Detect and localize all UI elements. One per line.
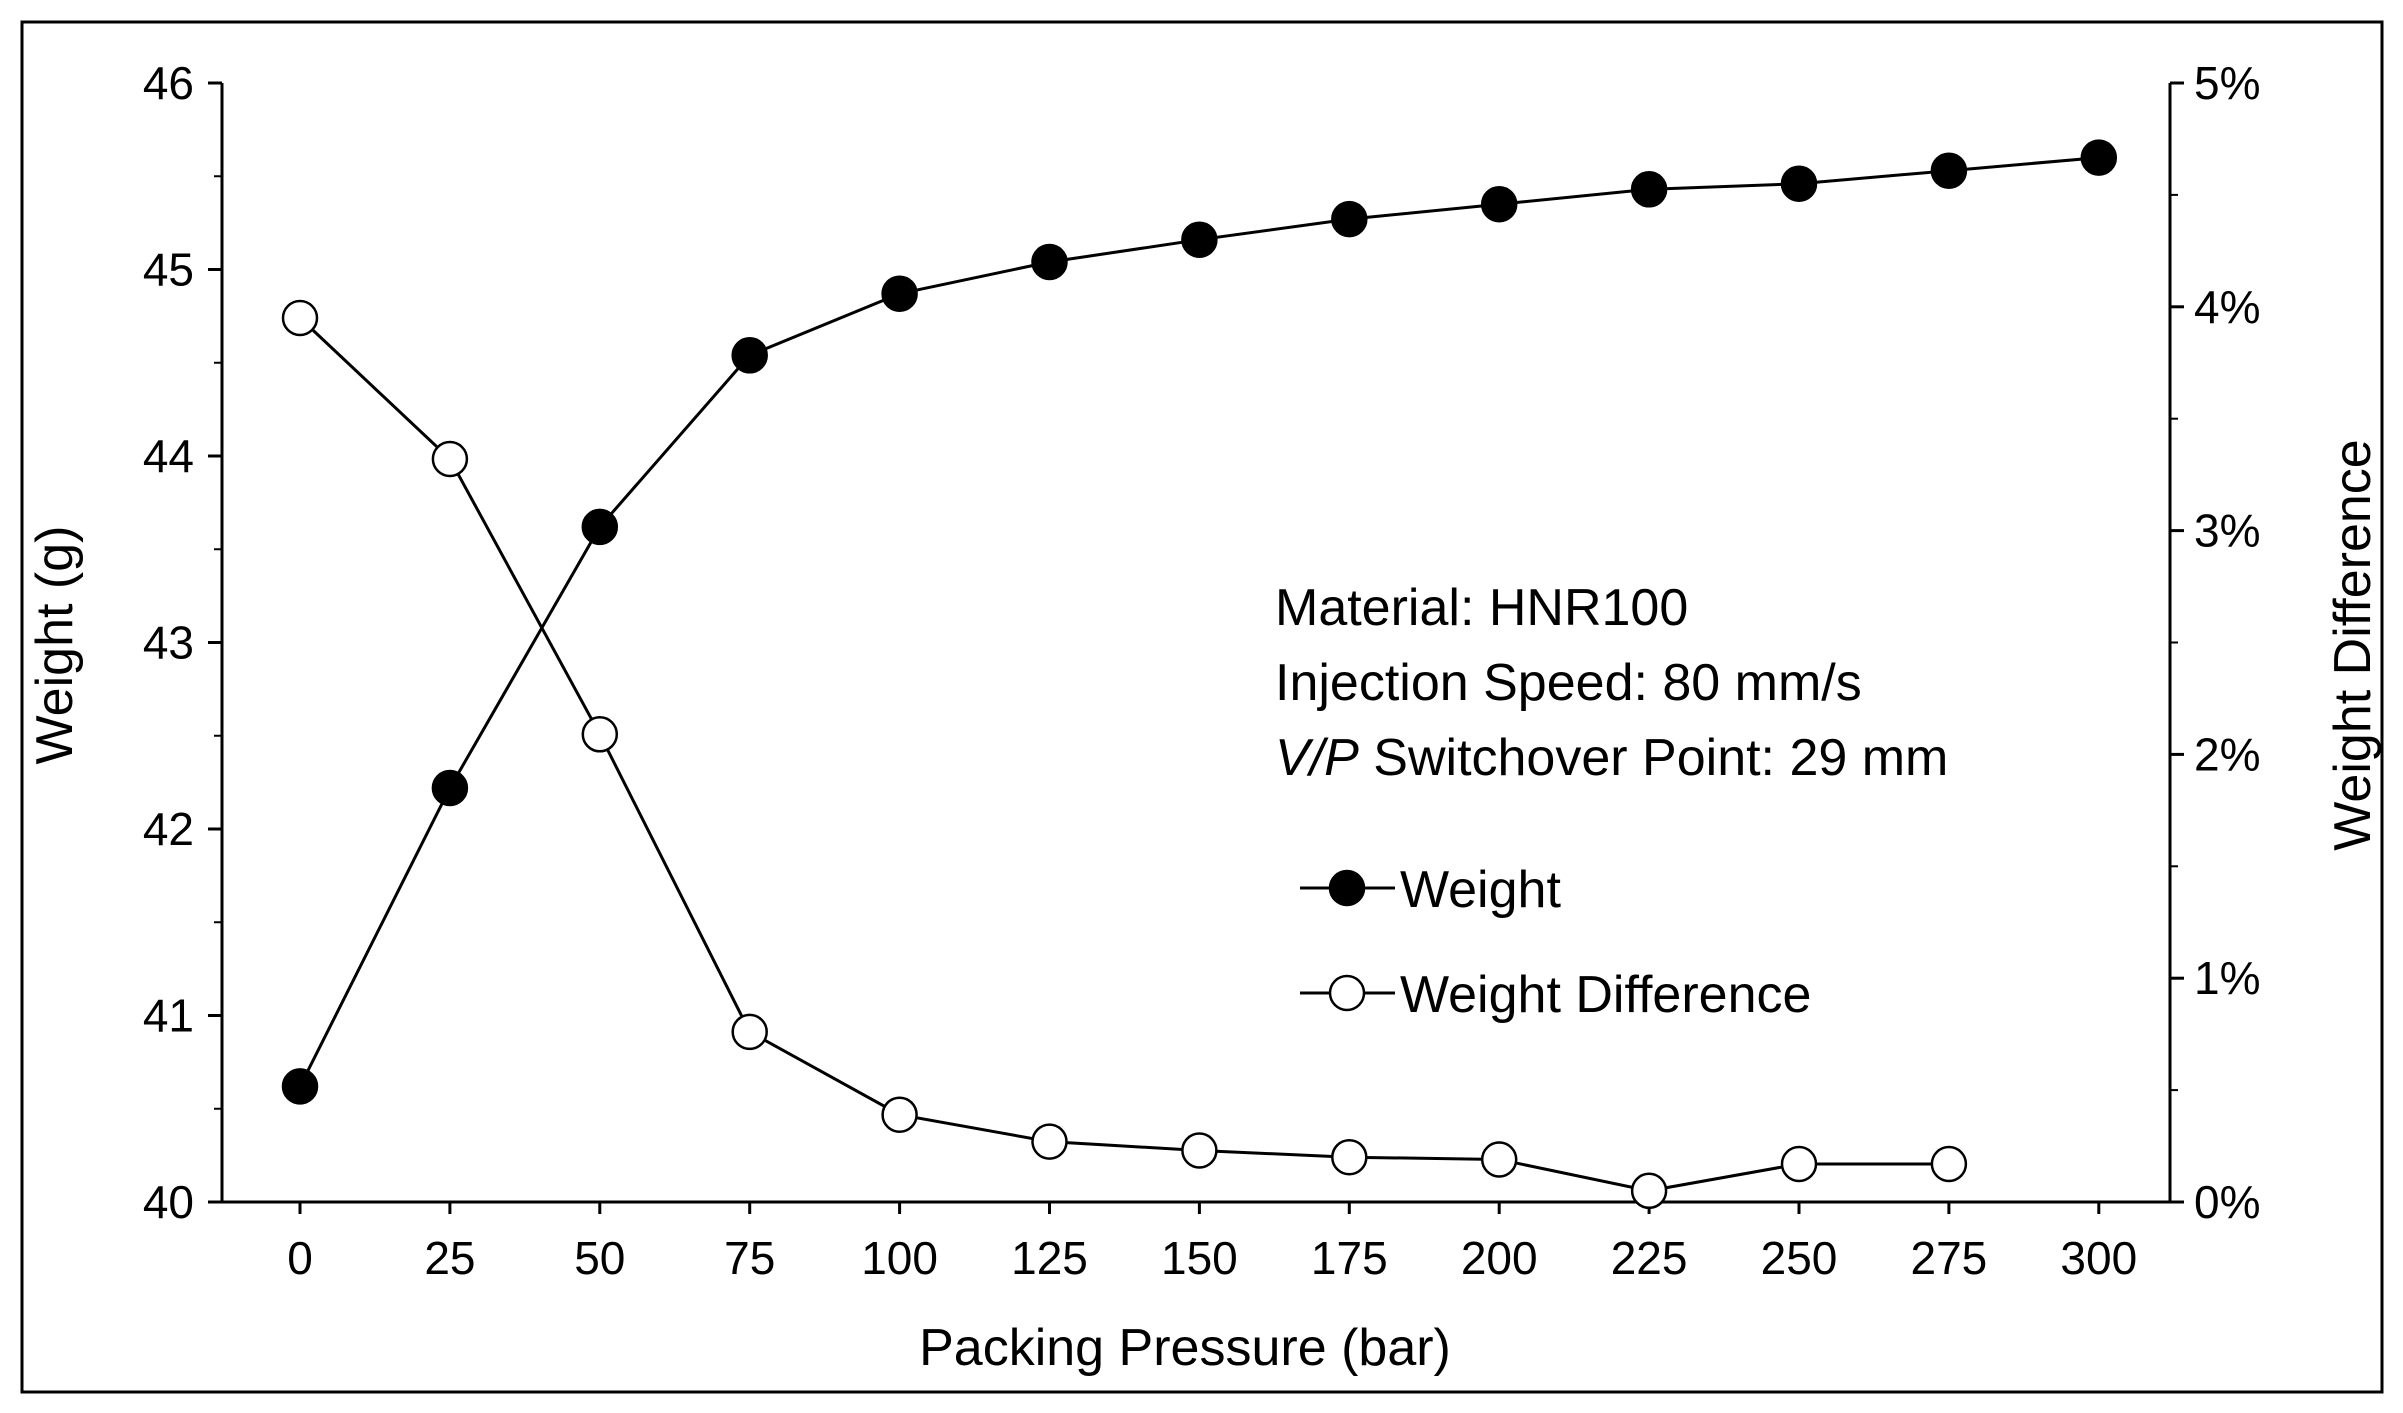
x-tick-label: 275 bbox=[1911, 1232, 1988, 1284]
legend-weight-label: Weight bbox=[1400, 861, 1561, 919]
x-axis-title: Packing Pressure (bar) bbox=[919, 1319, 1451, 1377]
point-weight bbox=[1930, 152, 1968, 189]
point-weight bbox=[1031, 243, 1068, 281]
point-weight bbox=[1630, 171, 1668, 208]
point-weight-difference bbox=[1331, 1138, 1368, 1176]
series-layer bbox=[281, 139, 2118, 1210]
y2-tick-label: 4% bbox=[2194, 281, 2260, 333]
point-weight bbox=[1780, 165, 1818, 202]
point-weight-difference bbox=[1181, 1132, 1218, 1169]
y2-tick-label: 1% bbox=[2194, 952, 2260, 1004]
point-weight-difference bbox=[1480, 1141, 1518, 1178]
x-tick-label: 25 bbox=[424, 1232, 475, 1284]
y2-tick-label: 0% bbox=[2194, 1176, 2260, 1228]
x-tick-label: 225 bbox=[1611, 1232, 1688, 1284]
y2-axis-title: Weight Difference bbox=[2324, 439, 2382, 850]
annotation-switchover-italic: V/P bbox=[1275, 729, 1359, 787]
y2-tick-label: 5% bbox=[2194, 57, 2260, 109]
point-weight bbox=[2080, 139, 2118, 176]
x-tick-label: 75 bbox=[724, 1232, 775, 1284]
point-weight-difference bbox=[1630, 1172, 1668, 1210]
y-tick-label: 40 bbox=[143, 1176, 194, 1228]
series-line-weight-difference bbox=[298, 316, 1949, 1193]
point-weight bbox=[581, 508, 619, 546]
x-tick-label: 300 bbox=[2060, 1232, 2137, 1284]
legend-weight-difference-marker bbox=[1328, 974, 1366, 1012]
point-weight-difference bbox=[431, 440, 469, 478]
x-tick-label: 175 bbox=[1311, 1232, 1388, 1284]
y-tick-label: 42 bbox=[143, 803, 194, 855]
annotation-switchover-rest: Switchover Point: 29 mm bbox=[1359, 729, 1949, 787]
annotation-material: Material: HNR100 bbox=[1275, 579, 1688, 637]
point-weight-difference bbox=[731, 1013, 768, 1051]
point-weight bbox=[881, 275, 918, 312]
x-tick-label: 50 bbox=[574, 1232, 625, 1284]
point-weight-difference bbox=[281, 299, 319, 337]
annotation-switchover: V/P Switchover Point: 29 mm bbox=[1275, 729, 1948, 787]
x-tick-label: 0 bbox=[287, 1232, 313, 1284]
point-weight bbox=[731, 337, 768, 374]
point-weight-difference bbox=[1780, 1145, 1818, 1183]
point-weight bbox=[1331, 200, 1368, 238]
annotation-injection-speed: Injection Speed: 80 mm/s bbox=[1275, 654, 1862, 712]
point-weight bbox=[1181, 221, 1218, 258]
y-tick-label: 45 bbox=[143, 244, 194, 296]
annotation-block: Material: HNR100 Injection Speed: 80 mm/… bbox=[1275, 579, 1948, 787]
y-tick-label: 41 bbox=[143, 990, 194, 1042]
y2-tick-label: 3% bbox=[2194, 505, 2260, 557]
legend: Weight Weight Difference bbox=[1300, 861, 1811, 1024]
y-axis-title: Weight (g) bbox=[26, 526, 84, 765]
x-tick-label: 125 bbox=[1011, 1232, 1088, 1284]
point-weight-difference bbox=[581, 716, 619, 753]
x-tick-label: 200 bbox=[1461, 1232, 1538, 1284]
legend-weight-marker bbox=[1328, 869, 1366, 907]
x-tick-label: 150 bbox=[1161, 1232, 1238, 1284]
y-tick-label: 43 bbox=[143, 617, 194, 669]
y-tick-label: 44 bbox=[143, 430, 194, 482]
x-tick-label: 250 bbox=[1761, 1232, 1838, 1284]
y-tick-label: 46 bbox=[143, 57, 194, 109]
legend-weight-difference-label: Weight Difference bbox=[1400, 966, 1811, 1024]
point-weight-difference bbox=[881, 1096, 918, 1133]
x-tick-label: 100 bbox=[861, 1232, 938, 1284]
axes-layer: 40 41 42 43 44 45 46 0% 1% 2% 3% 4% 5% 0 25 50 75 100 125 1… bbox=[143, 57, 2261, 1284]
point-weight bbox=[431, 769, 469, 807]
point-weight-difference bbox=[1930, 1145, 1968, 1183]
point-weight bbox=[1480, 185, 1518, 223]
point-weight bbox=[281, 1068, 319, 1105]
y2-tick-label: 2% bbox=[2194, 728, 2260, 780]
point-weight-difference bbox=[1031, 1123, 1068, 1160]
